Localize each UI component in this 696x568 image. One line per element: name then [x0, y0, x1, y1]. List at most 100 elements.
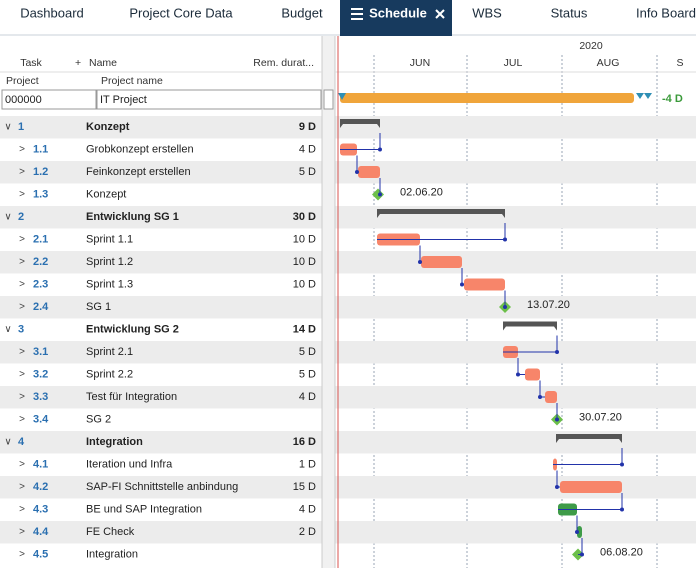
task-duration: 2 D: [299, 526, 316, 538]
dependency-point: [503, 237, 507, 242]
task-id: 4.4: [33, 526, 49, 538]
task-duration: 10 D: [293, 256, 316, 268]
row-background: [335, 521, 696, 544]
expand-toggle[interactable]: >: [19, 234, 25, 245]
expand-toggle[interactable]: >: [19, 482, 25, 493]
expand-toggle[interactable]: >: [19, 504, 25, 515]
task-duration: 4 D: [299, 503, 316, 515]
task-id: 1: [18, 121, 24, 133]
expand-toggle[interactable]: ∨: [4, 437, 11, 448]
task-name: SG 2: [86, 413, 111, 425]
task-id: 3.2: [33, 368, 48, 380]
close-icon[interactable]: [435, 9, 445, 19]
expand-toggle[interactable]: >: [19, 189, 25, 200]
task-name: Konzept: [86, 188, 126, 200]
tab-label[interactable]: Schedule: [369, 5, 427, 20]
task-bar: [560, 481, 622, 493]
task-name: Integration: [86, 436, 143, 448]
expand-toggle[interactable]: >: [19, 392, 25, 403]
task-duration: 9 D: [299, 121, 316, 133]
project-name: IT Project: [100, 94, 147, 106]
project-id-input[interactable]: [1, 89, 97, 110]
month-label: AUG: [597, 57, 620, 69]
expand-toggle[interactable]: >: [19, 167, 25, 178]
project-bar: [340, 93, 634, 103]
dependency-point: [355, 170, 359, 174]
dependency-point: [460, 282, 464, 287]
task-id: 4.1: [33, 458, 48, 470]
task-name: Grobkonzept erstellen: [86, 143, 194, 155]
project-name-input[interactable]: [96, 89, 322, 110]
expand-toggle[interactable]: ∨: [4, 212, 11, 223]
expand-toggle[interactable]: >: [19, 144, 25, 155]
row-background: [335, 251, 696, 274]
expand-toggle[interactable]: >: [19, 549, 25, 560]
task-duration: 5 D: [299, 368, 316, 380]
dependency-point: [503, 305, 507, 309]
row-background: [0, 116, 322, 139]
add-icon[interactable]: +: [75, 57, 81, 69]
project-variance: -4 D: [662, 93, 683, 105]
dependency-point: [555, 417, 559, 422]
expand-toggle[interactable]: ∨: [4, 324, 11, 335]
milestone-date: 13.07.20: [527, 299, 570, 311]
tab-label[interactable]: Dashboard: [20, 5, 84, 20]
splitter[interactable]: [322, 36, 335, 568]
tab-label[interactable]: Budget: [281, 5, 323, 20]
task-id: 3: [18, 323, 24, 335]
task-id: 1.3: [33, 188, 48, 200]
dependency-point: [378, 192, 382, 197]
task-id: 2.1: [33, 233, 48, 245]
row-background: [335, 296, 696, 319]
task-id: 4.2: [33, 481, 48, 493]
expand-toggle[interactable]: ∨: [4, 122, 11, 133]
task-duration: 14 D: [293, 323, 316, 335]
row-background: [335, 161, 696, 184]
row-background: [0, 341, 322, 364]
checkbox[interactable]: [323, 89, 334, 110]
row-background: [0, 251, 322, 274]
task-duration: 15 D: [293, 481, 316, 493]
task-id: 2.4: [33, 301, 49, 313]
task-id: 3.1: [33, 346, 48, 358]
milestone-date: 30.07.20: [579, 411, 622, 423]
task-name: FE Check: [86, 526, 135, 538]
row-background: [0, 521, 322, 544]
expand-toggle[interactable]: >: [19, 369, 25, 380]
task-duration: 5 D: [299, 346, 316, 358]
task-name: Iteration und Infra: [86, 458, 173, 470]
summary-bar: [340, 119, 380, 128]
tab-label[interactable]: WBS: [472, 5, 502, 20]
dependency-point: [575, 530, 579, 534]
expand-toggle[interactable]: >: [19, 347, 25, 358]
tab-label[interactable]: Status: [551, 5, 588, 20]
menu-icon: [351, 8, 363, 20]
row-background: [0, 296, 322, 319]
task-duration: 1 D: [299, 458, 316, 470]
task-name: Sprint 1.1: [86, 233, 133, 245]
expand-toggle[interactable]: >: [19, 414, 25, 425]
expand-toggle[interactable]: >: [19, 279, 25, 290]
expand-toggle[interactable]: >: [19, 302, 25, 313]
dependency-point: [378, 147, 382, 152]
summary-bar: [503, 321, 557, 331]
expand-toggle[interactable]: >: [19, 459, 25, 470]
month-label: S: [676, 57, 683, 69]
task-name: Sprint 2.1: [86, 346, 133, 358]
expand-toggle[interactable]: >: [19, 257, 25, 268]
task-id: 4: [18, 436, 25, 448]
dependency-point: [620, 507, 624, 512]
task-name: Entwicklung SG 1: [86, 211, 179, 223]
task-bar: [421, 256, 462, 268]
tab-label[interactable]: Info Board: [636, 5, 696, 20]
task-name: Feinkonzept erstellen: [86, 166, 191, 178]
task-name: SG 1: [86, 301, 111, 313]
task-name: Entwicklung SG 2: [86, 323, 179, 335]
tab-label[interactable]: Project Core Data: [129, 5, 233, 20]
task-id: 1.1: [33, 143, 48, 155]
row-background: [335, 116, 696, 139]
expand-toggle[interactable]: >: [19, 527, 25, 538]
row-background: [0, 476, 322, 499]
project-end-marker: [636, 93, 652, 99]
